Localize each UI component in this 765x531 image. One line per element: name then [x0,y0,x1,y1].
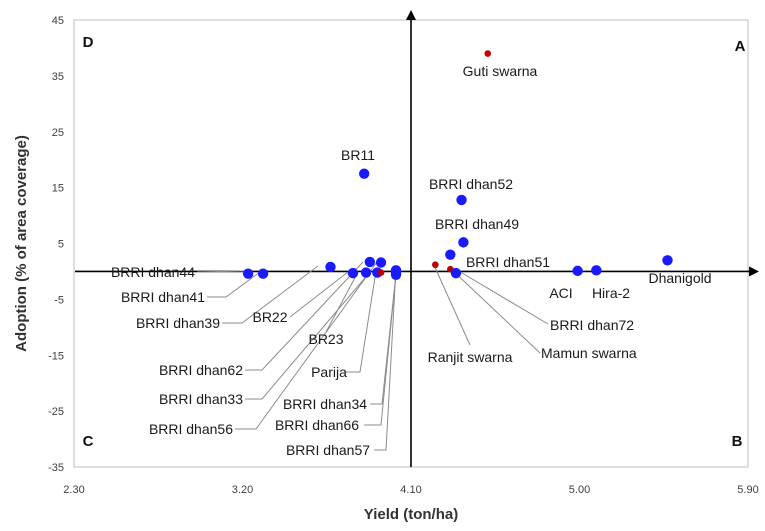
leader-brri-dhan56 [235,261,378,430]
y-tick-label: -35 [48,462,64,474]
quadrant-label-top-right: A [735,38,746,55]
y-tick-label: 5 [58,239,64,251]
label-brri-dhan44: BRRI dhan44 [111,264,195,280]
point-brri-dhan51 [445,249,456,260]
label-br23: BR23 [308,331,343,347]
y-tick-label: 15 [52,183,64,195]
point-parija [377,269,385,276]
point-labels: Guti swarna BR11 BRRI dhan52 BRRI dhan49 BRR… [111,63,712,458]
label-brri-dhan33: BRRI dhan33 [159,391,243,407]
leader-brri-dhan41 [207,271,261,298]
leader-brri-dhan62 [245,261,364,371]
label-br11: BR11 [341,147,375,163]
point-ranjit-swarna [432,261,439,269]
point-aci [572,265,583,277]
x-tick-label: 5.00 [569,484,590,496]
label-brri-dhan51: BRRI dhan51 [466,254,550,270]
point-brri-dhan44 [242,268,254,279]
label-brri-dhan56: BRRI dhan56 [149,421,233,437]
leader-lines [196,261,549,451]
label-parija: Parija [311,364,347,380]
y-tick-label: -25 [48,406,64,418]
leader-brri-dhan39 [222,265,319,324]
label-brri-dhan34: BRRI dhan34 [283,396,367,412]
leader-mamun-swarna [449,267,541,354]
point-brri-dhan49 [458,237,469,248]
label-brri-dhan72: BRRI dhan72 [550,317,634,333]
point-br22 [347,267,359,279]
leader-brri-dhan57 [374,267,397,451]
point-br11 [358,168,370,179]
label-hira-2: Hira-2 [592,285,630,301]
y-tick-label: 25 [52,127,64,139]
x-tick-label: 3.20 [232,484,253,496]
label-brri-dhan66: BRRI dhan66 [275,417,359,433]
x-tick-label: 4.10 [400,484,421,496]
label-brri-dhan49: BRRI dhan49 [435,216,519,232]
leader-brri-dhan66 [364,273,397,426]
label-ranjit-swarna: Ranjit swarna [428,349,513,365]
point-guti-swarna [484,50,492,57]
label-brri-dhan62: BRRI dhan62 [159,362,243,378]
y-tick-label: -5 [54,294,64,306]
label-mamun-swarna: Mamun swarna [541,345,637,361]
quadrant-label-top-left: D [83,34,94,51]
leader-brri-dhan44 [196,270,245,273]
label-brri-dhan52: BRRI dhan52 [429,176,513,192]
label-guti-swarna: Guti swarna [463,63,538,79]
leader-br22 [289,271,349,318]
point-br23 [360,267,372,278]
point-hira-2 [591,265,602,276]
point-dhanigold [662,255,673,266]
quadrant-label-bottom-right: B [732,433,743,450]
point-brri-dhan72 [450,267,462,279]
plot-area: 2.30 3.20 4.10 5.00 5.90 45 35 25 15 5 -5 -15 -25 -35… [13,10,759,523]
point-brri-dhan52 [456,194,467,206]
y-tick-label: 35 [52,71,64,83]
y-axis-title: Adoption (% of area coverage) [13,135,30,352]
label-brri-dhan57: BRRI dhan57 [286,442,370,458]
label-br22: BR22 [252,309,287,325]
point-brri-dhan56 [375,257,387,268]
leader-br23 [325,271,359,333]
leader-parija [345,270,377,373]
x-axis-title: Yield (ton/ha) [364,506,458,523]
label-dhanigold: Dhanigold [648,270,711,286]
point-brri-dhan62 [364,256,376,268]
leader-brri-dhan72 [456,269,549,325]
x-tick-label: 5.90 [737,484,758,496]
quadrant-labels: A B C D [83,34,746,450]
y-tick-label: -15 [48,350,64,362]
y-tick-label: 45 [52,15,64,27]
label-brri-dhan39: BRRI dhan39 [136,315,220,331]
x-tick-label: 2.30 [63,484,84,496]
label-brri-dhan41: BRRI dhan41 [121,289,205,305]
leader-ranjit-swarna [432,262,471,346]
leader-brri-dhan33 [245,271,371,400]
point-brri-dhan39 [325,261,336,273]
point-brri-dhan41 [257,268,269,279]
label-aci: ACI [549,285,572,301]
data-points [242,50,673,280]
quadrant-label-bottom-left: C [83,433,94,450]
point-brri-dhan57 [390,265,402,276]
